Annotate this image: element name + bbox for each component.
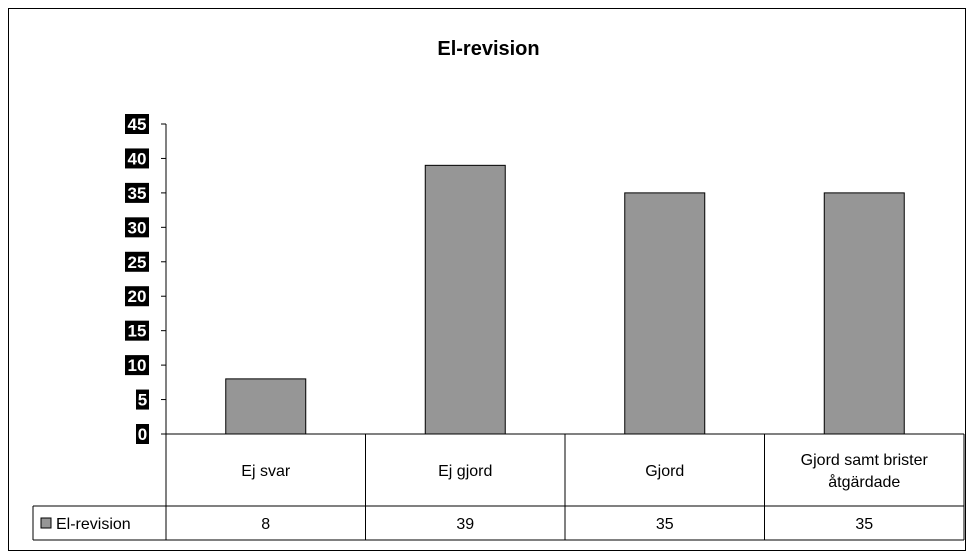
x-category-label: Ej gjord <box>438 463 492 480</box>
legend-swatch <box>40 517 52 529</box>
x-category-label: Gjord <box>645 463 684 480</box>
y-tick-label: 40 <box>128 149 147 168</box>
data-table-value: 35 <box>656 516 674 533</box>
legend-label: El-revision <box>56 516 131 533</box>
y-tick-label-bg <box>125 182 149 203</box>
y-tick-label: 0 <box>138 425 147 444</box>
bar <box>624 192 706 435</box>
y-tick-label: 30 <box>128 218 147 237</box>
y-tick-label-bg <box>125 217 149 238</box>
y-tick-label: 15 <box>128 322 147 341</box>
y-tick-label: 35 <box>128 184 147 203</box>
x-category-label: Ej svar <box>241 463 291 480</box>
y-tick-label-bg <box>125 355 149 376</box>
y-tick-label: 5 <box>138 391 147 410</box>
bar <box>424 164 506 435</box>
y-tick-label-bg <box>136 389 149 410</box>
x-category-label: Gjord samt brister <box>801 452 929 469</box>
y-tick-label-bg <box>125 114 149 134</box>
y-tick-label: 10 <box>128 356 147 375</box>
y-tick-label: 45 <box>128 115 147 134</box>
bar <box>823 192 905 435</box>
y-tick-label-bg <box>125 251 149 272</box>
x-category-label: åtgärdade <box>828 473 900 491</box>
y-tick-label-bg <box>136 424 149 444</box>
chart-title: El-revision <box>437 38 540 60</box>
y-tick-label: 25 <box>128 253 147 272</box>
y-tick-label-bg <box>125 286 149 307</box>
data-table-value: 8 <box>261 516 270 533</box>
bar <box>225 378 307 435</box>
y-tick-label: 20 <box>128 287 147 306</box>
y-tick-label-bg <box>125 148 149 169</box>
y-tick-label-bg <box>125 320 149 341</box>
data-table-value: 39 <box>456 516 474 533</box>
data-table-value: 35 <box>855 516 873 533</box>
